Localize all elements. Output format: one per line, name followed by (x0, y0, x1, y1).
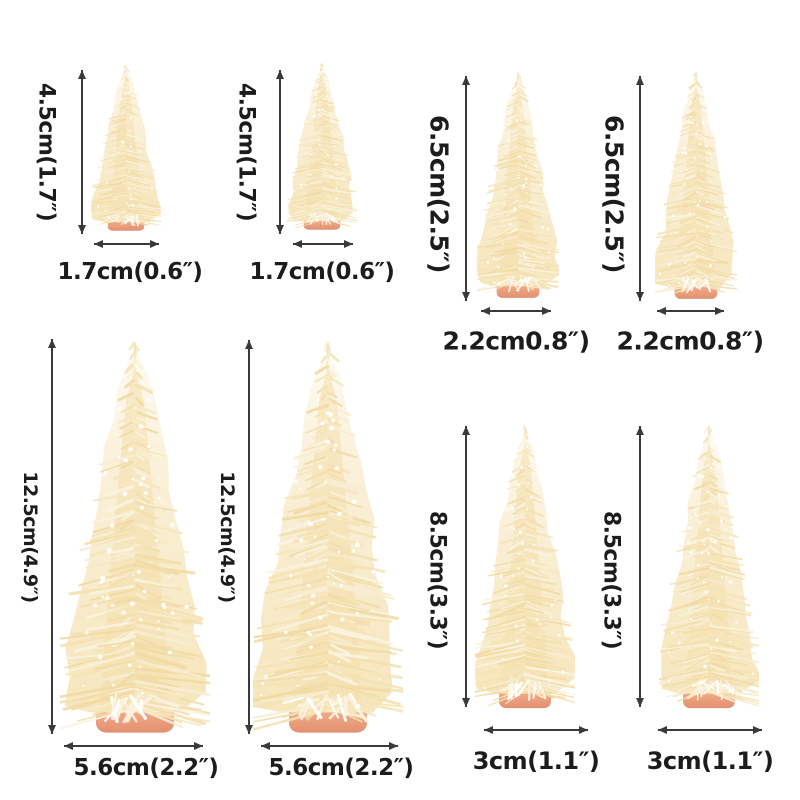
width-dimension-arrow (94, 240, 159, 248)
height-dimension-text: 4.5cm(1.7″) (233, 82, 259, 222)
width-dimension-text: 3cm(1.1″) (472, 747, 600, 775)
height-dimension-text: 12.5cm(4.9″) (216, 471, 238, 603)
tree-image (91, 64, 161, 231)
width-dimension-arrow (64, 742, 203, 750)
width-dimension-text: 2.2cm0.8″) (442, 326, 590, 356)
tree-image (253, 341, 403, 733)
height-dimension-arrow (78, 70, 86, 234)
width-dimension-arrow (484, 726, 588, 734)
tree-image (655, 72, 737, 299)
height-dimension-arrow (462, 426, 470, 707)
tree-image (475, 424, 575, 709)
tree-image (60, 341, 210, 733)
height-dimension-text: 4.5cm(1.7″) (33, 82, 59, 222)
width-dimension-text: 5.6cm(2.2″) (73, 755, 219, 781)
height-dimension-arrow (462, 76, 470, 301)
height-dimension-arrow (636, 426, 644, 707)
tree-image (659, 426, 759, 709)
height-dimension-text: 8.5cm(3.3″) (424, 510, 450, 650)
width-dimension-text: 1.7cm(0.6″) (249, 259, 395, 285)
height-dimension-arrow (48, 339, 56, 734)
width-dimension-text: 5.6cm(2.2″) (268, 755, 414, 781)
width-dimension-arrow (293, 240, 353, 248)
width-dimension-text: 1.7cm(0.6″) (57, 259, 203, 285)
height-dimension-text: 12.5cm(4.9″) (19, 471, 41, 603)
tree-image (477, 72, 559, 298)
width-dimension-text: 3cm(1.1″) (646, 747, 774, 775)
height-dimension-text: 6.5cm(2.5″) (424, 115, 454, 273)
height-dimension-text: 6.5cm(2.5″) (599, 115, 629, 273)
height-dimension-arrow (276, 70, 284, 234)
width-dimension-arrow (657, 307, 724, 315)
width-dimension-arrow (261, 742, 398, 750)
width-dimension-arrow (481, 307, 551, 315)
height-dimension-arrow (245, 340, 253, 734)
width-dimension-arrow (658, 726, 762, 734)
width-dimension-text: 2.2cm0.8″) (616, 326, 764, 356)
height-dimension-text: 8.5cm(3.3″) (598, 510, 624, 650)
height-dimension-arrow (636, 76, 644, 301)
tree-image (287, 62, 357, 230)
